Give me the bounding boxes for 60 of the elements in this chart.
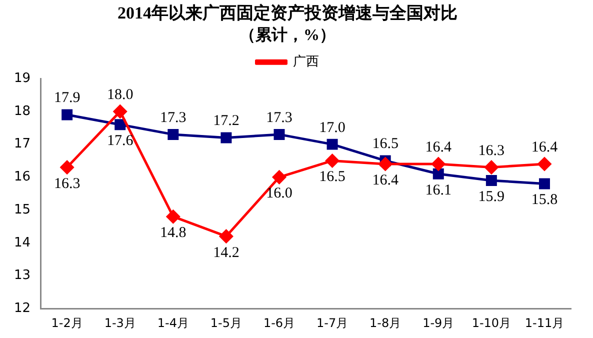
data-label: 14.2 (213, 244, 240, 261)
point (538, 157, 552, 171)
legend-label: 广西 (292, 54, 319, 70)
y-tick-label: 15 (14, 202, 31, 218)
x-tick-label: 1-6月 (263, 316, 296, 330)
data-label: 16.4 (531, 139, 558, 156)
point (378, 157, 392, 171)
data-label: 16.0 (266, 186, 292, 202)
data-label: 15.9 (478, 188, 505, 205)
data-label: 17.3 (266, 110, 292, 126)
data-label: 17.9 (54, 90, 80, 106)
point (274, 128, 285, 140)
point (113, 104, 127, 118)
y-tick-label: 14 (14, 235, 31, 250)
data-label: 16.5 (372, 136, 398, 152)
data-label: 15.8 (531, 192, 558, 208)
point (168, 128, 179, 140)
data-label: 16.1 (425, 182, 452, 198)
point (114, 119, 126, 130)
point (538, 178, 550, 190)
y-tick-label: 18 (14, 104, 31, 119)
data-label: 17.6 (106, 133, 134, 150)
x-tick-label: 1-2月 (51, 316, 83, 330)
y-tick-label: 16 (14, 170, 31, 185)
x-tick-label: 1-7月 (316, 316, 348, 330)
y-tick-label: 17 (14, 136, 31, 152)
point (484, 160, 498, 174)
point (432, 168, 444, 180)
data-label: 16.4 (425, 139, 452, 156)
x-tick-label: 1-11月 (524, 316, 564, 330)
data-label: 18.0 (106, 86, 134, 103)
x-tick-label: 1-5月 (210, 316, 242, 330)
y-tick-label: 13 (14, 268, 31, 284)
x-tick-label: 1-9月 (422, 316, 454, 330)
data-label: 17.2 (213, 113, 240, 130)
point (486, 174, 497, 186)
x-tick-label: 1-4月 (157, 316, 189, 330)
y-tick-label: 19 (14, 70, 31, 86)
x-tick-label: 1-10月 (472, 316, 512, 330)
point (166, 210, 180, 224)
point (272, 170, 286, 184)
point (326, 154, 340, 168)
chart-subtitle: （累计，%） (240, 26, 336, 44)
data-label: 16.3 (54, 176, 80, 192)
y-tick-label: 12 (14, 300, 31, 316)
x-tick-label: 1-3月 (104, 316, 136, 330)
point (60, 160, 74, 174)
data-label: 16.5 (319, 169, 346, 186)
point (220, 132, 232, 144)
chart-title: 2014年以来广西固定资产投资增速与全国对比 (118, 4, 458, 23)
data-label: 17.0 (319, 120, 346, 136)
point (432, 157, 446, 171)
data-label: 16.4 (372, 172, 399, 188)
data-label: 16.3 (478, 142, 505, 159)
data-label: 14.8 (160, 225, 186, 242)
point (326, 138, 338, 150)
x-tick-label: 1-8月 (370, 316, 402, 330)
point (219, 230, 233, 244)
data-label: 17.3 (160, 110, 186, 126)
point (62, 109, 73, 120)
